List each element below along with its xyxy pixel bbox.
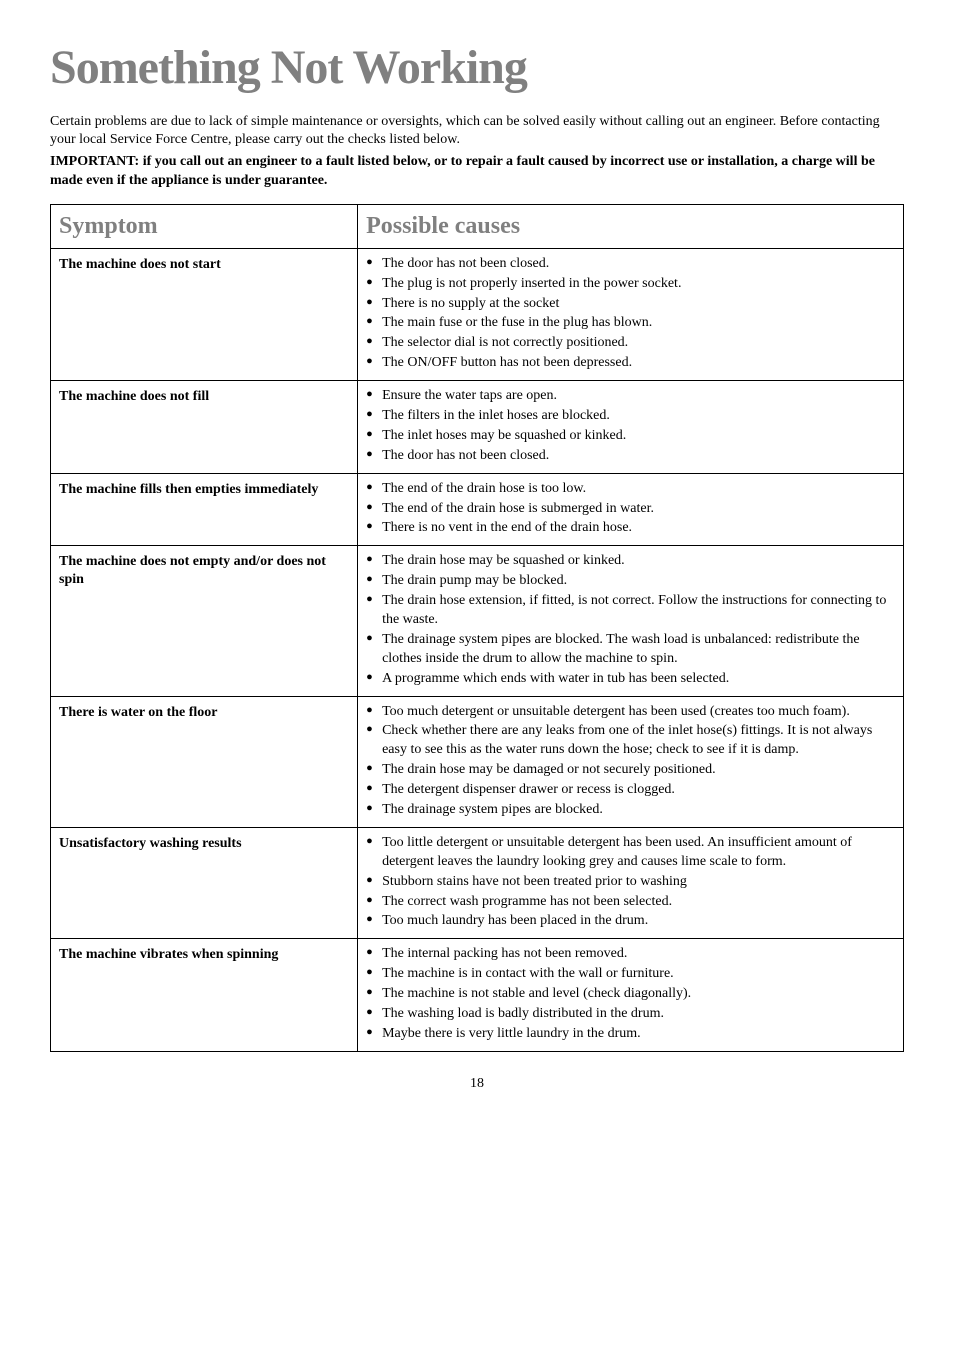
cause-item: The drain hose may be damaged or not sec… (366, 761, 895, 780)
cause-item: The end of the drain hose is too low. (366, 480, 895, 499)
cause-item: Too much detergent or unsuitable deterge… (366, 703, 895, 722)
cause-item: The drain pump may be blocked. (366, 572, 895, 591)
header-symptom: Symptom (51, 204, 358, 248)
table-row: The machine fills then empties immediate… (51, 473, 904, 546)
cause-item: The washing load is badly distributed in… (366, 1005, 895, 1024)
causes-list: The internal packing has not been remove… (366, 945, 895, 1043)
cause-item: Stubborn stains have not been treated pr… (366, 873, 895, 892)
cause-item: The correct wash programme has not been … (366, 893, 895, 912)
table-row: There is water on the floor Too much dete… (51, 696, 904, 827)
symptom-label: Unsatisfactory washing results (59, 836, 242, 851)
cause-item: The end of the drain hose is submerged i… (366, 500, 895, 519)
cause-item: The machine is not stable and level (che… (366, 985, 895, 1004)
cause-item: The drainage system pipes are blocked. (366, 801, 895, 820)
intro-important: IMPORTANT: if you call out an engineer t… (50, 153, 904, 189)
cause-item: The selector dial is not correctly posit… (366, 334, 895, 353)
table-row: Unsatisfactory washing results Too little… (51, 827, 904, 938)
table-row: The machine does not empty and/or does n… (51, 546, 904, 696)
causes-list: The end of the drain hose is too low.The… (366, 480, 895, 539)
page-number: 18 (50, 1076, 904, 1092)
causes-list: Ensure the water taps are open.The filte… (366, 387, 895, 466)
page-title: Something Not Working (50, 40, 904, 95)
symptom-label: The machine vibrates when spinning (59, 947, 278, 962)
cause-item: The main fuse or the fuse in the plug ha… (366, 314, 895, 333)
cause-item: The drain hose may be squashed or kinked… (366, 552, 895, 571)
table-row: The machine does not start The door has n… (51, 248, 904, 380)
cause-item: Ensure the water taps are open. (366, 387, 895, 406)
causes-list: Too little detergent or unsuitable deter… (366, 834, 895, 931)
cause-item: The inlet hoses may be squashed or kinke… (366, 427, 895, 446)
troubleshooting-table: Symptom Possible causes The machine does… (50, 204, 904, 1052)
cause-item: There is no vent in the end of the drain… (366, 519, 895, 538)
intro-text: Certain problems are due to lack of simp… (50, 113, 904, 149)
cause-item: There is no supply at the socket (366, 295, 895, 314)
cause-item: The plug is not properly inserted in the… (366, 275, 895, 294)
header-causes: Possible causes (358, 204, 904, 248)
table-row: The machine does not fill Ensure the wate… (51, 381, 904, 474)
cause-item: The drainage system pipes are blocked. T… (366, 631, 895, 669)
causes-list: Too much detergent or unsuitable deterge… (366, 703, 895, 820)
table-row: The machine vibrates when spinning The in… (51, 939, 904, 1051)
symptom-label: The machine does not start (59, 257, 221, 272)
cause-item: Too little detergent or unsuitable deter… (366, 834, 895, 872)
symptom-label: There is water on the floor (59, 705, 218, 720)
symptom-label: The machine fills then empties immediate… (59, 482, 318, 497)
cause-item: The drain hose extension, if fitted, is … (366, 592, 895, 630)
cause-item: The door has not been closed. (366, 447, 895, 466)
cause-item: Too much laundry has been placed in the … (366, 912, 895, 931)
cause-item: The filters in the inlet hoses are block… (366, 407, 895, 426)
symptom-label: The machine does not fill (59, 389, 209, 404)
cause-item: The internal packing has not been remove… (366, 945, 895, 964)
causes-list: The drain hose may be squashed or kinked… (366, 552, 895, 688)
symptom-label: The machine does not empty and/or does n… (59, 554, 326, 587)
cause-item: Check whether there are any leaks from o… (366, 722, 895, 760)
cause-item: Maybe there is very little laundry in th… (366, 1025, 895, 1044)
cause-item: The machine is in contact with the wall … (366, 965, 895, 984)
cause-item: The ON/OFF button has not been depressed… (366, 354, 895, 373)
causes-list: The door has not been closed.The plug is… (366, 255, 895, 373)
cause-item: The detergent dispenser drawer or recess… (366, 781, 895, 800)
cause-item: A programme which ends with water in tub… (366, 670, 895, 689)
cause-item: The door has not been closed. (366, 255, 895, 274)
